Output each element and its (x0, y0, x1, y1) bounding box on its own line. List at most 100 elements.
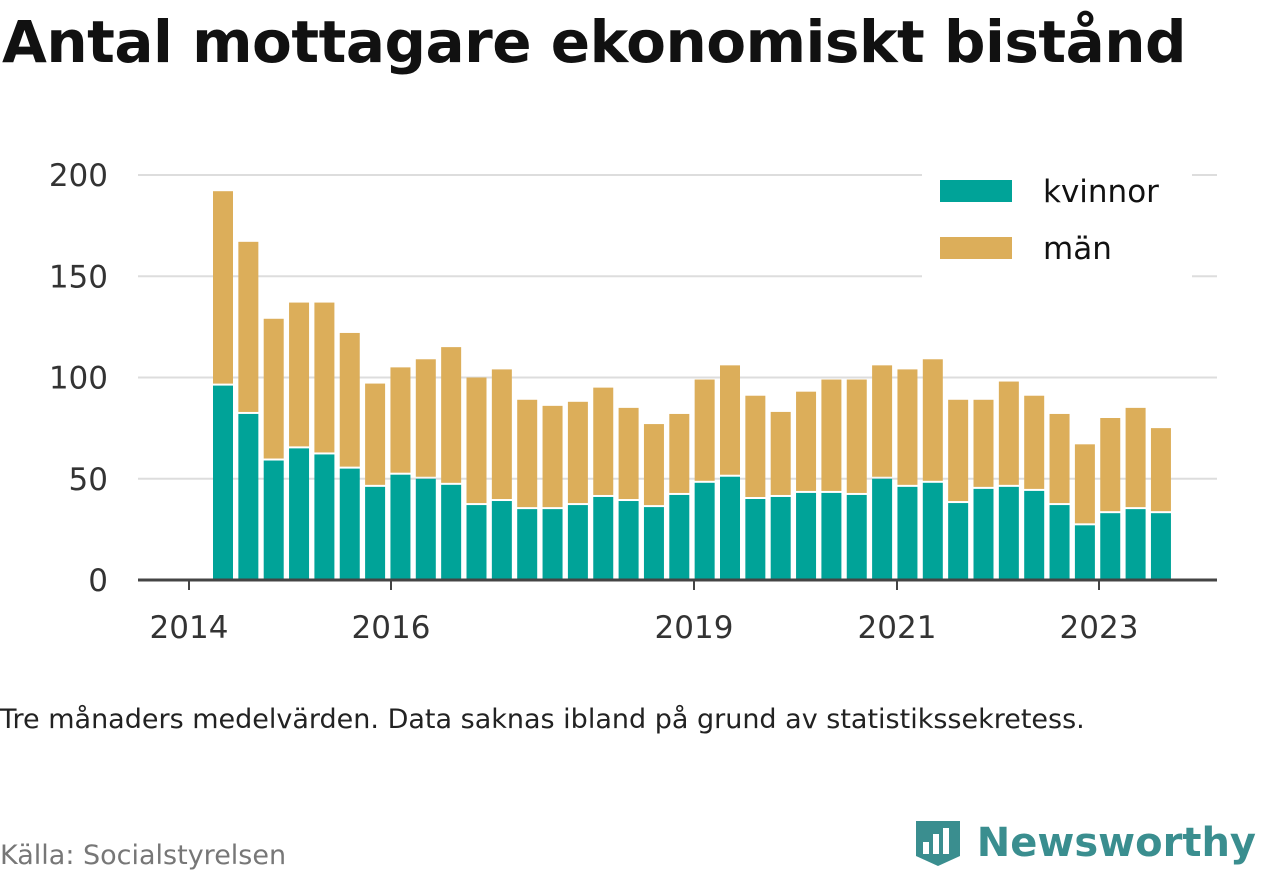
bar-man (238, 241, 259, 412)
bar-kvinnor (517, 509, 538, 580)
x-tick-label: 2019 (655, 610, 734, 646)
bar-man (567, 401, 588, 504)
bar-kvinnor (694, 482, 715, 580)
bar-man (441, 347, 462, 483)
bar-kvinnor (973, 488, 994, 580)
bar-kvinnor (872, 478, 893, 580)
bar-man (998, 381, 1019, 485)
bar-man (1024, 395, 1045, 489)
bar-man (643, 424, 664, 506)
bar-kvinnor (415, 478, 436, 580)
y-tick-label: 0 (88, 563, 108, 599)
x-tick-label: 2023 (1060, 610, 1139, 646)
bars (213, 191, 1171, 580)
chart-note: Tre månaders medelvärden. Data saknas ib… (0, 704, 1085, 735)
bar-kvinnor (897, 486, 918, 580)
bar-kvinnor (922, 482, 943, 580)
bar-kvinnor (1100, 513, 1121, 580)
bar-kvinnor (213, 385, 233, 580)
x-tick-label: 2016 (352, 610, 431, 646)
bar-kvinnor (1074, 525, 1095, 580)
bar-man (593, 387, 614, 495)
bar-kvinnor (390, 474, 411, 580)
source-credit: Källa: Socialstyrelsen (0, 840, 287, 871)
bar-man (314, 302, 335, 453)
bar-man (973, 399, 994, 487)
bar-man (289, 302, 310, 447)
bar-kvinnor (593, 496, 614, 580)
bar-man (466, 377, 487, 504)
legend-label: kvinnor (1043, 174, 1159, 210)
bar-kvinnor (998, 486, 1019, 580)
brand-logo: Newsworthy (913, 818, 1256, 868)
bar-kvinnor (365, 486, 386, 580)
bar-kvinnor (441, 484, 462, 580)
legend-swatch (940, 180, 1012, 202)
bar-kvinnor (1024, 490, 1045, 580)
bar-kvinnor (263, 460, 284, 580)
legend-label: män (1043, 231, 1112, 267)
y-tick-label: 200 (49, 158, 108, 194)
bar-man (872, 365, 893, 477)
bar-man (1049, 413, 1070, 504)
legend-swatch (940, 237, 1012, 259)
bar-man (821, 379, 842, 491)
bar-man (390, 367, 411, 473)
bar-man (491, 369, 512, 500)
bar-man (365, 383, 386, 485)
newsworthy-logo-icon (915, 821, 960, 866)
bar-kvinnor (289, 448, 310, 580)
bar-kvinnor (796, 492, 817, 580)
bar-man (694, 379, 715, 481)
bar-man (542, 405, 563, 508)
x-tick-label: 2021 (858, 610, 937, 646)
bar-kvinnor (314, 454, 335, 580)
y-tick-label: 50 (69, 462, 108, 498)
y-axis: 0 50 100 150 200 (49, 158, 108, 599)
x-axis: 2014 2016 2019 2021 2023 (138, 578, 1217, 646)
bar-man (897, 369, 918, 485)
bar-man (720, 365, 740, 475)
bar-man (796, 391, 817, 491)
bar-kvinnor (238, 413, 259, 580)
bar-kvinnor (770, 496, 791, 580)
bar-kvinnor (491, 501, 512, 580)
bar-kvinnor (720, 476, 740, 580)
bar-kvinnor (948, 503, 969, 580)
bar-kvinnor (1049, 505, 1070, 580)
bar-kvinnor (542, 509, 563, 580)
bar-kvinnor (618, 501, 639, 580)
bar-man (263, 318, 284, 459)
brand-name: Newsworthy (976, 820, 1256, 866)
y-tick-label: 100 (49, 361, 108, 397)
bar-man (1125, 407, 1146, 508)
bar-man (1074, 444, 1095, 524)
bar-man (770, 411, 791, 495)
bar-kvinnor (821, 492, 842, 580)
bar-kvinnor (846, 494, 867, 580)
bar-man (1150, 428, 1171, 512)
legend: kvinnor män (922, 170, 1192, 280)
bar-man (415, 359, 436, 477)
bar-man (745, 395, 766, 497)
bar-man (1100, 418, 1121, 512)
bar-man (948, 399, 969, 502)
bar-kvinnor (466, 505, 487, 580)
bar-man (846, 379, 867, 493)
x-tick-label: 2014 (150, 610, 229, 646)
bar-kvinnor (339, 468, 360, 580)
bar-kvinnor (669, 494, 690, 580)
bar-man (213, 191, 233, 384)
bar-kvinnor (1125, 509, 1146, 580)
bar-kvinnor (567, 505, 588, 580)
bar-kvinnor (643, 507, 664, 580)
bar-kvinnor (745, 499, 766, 580)
chart-title: Antal mottagare ekonomiskt bistånd (2, 8, 1187, 76)
bar-kvinnor (1150, 513, 1171, 580)
bar-man (339, 332, 360, 467)
bar-man (517, 399, 538, 508)
y-tick-label: 150 (49, 259, 108, 295)
bar-chart: 2014 2016 2019 2021 2023 0 50 100 150 200 kvinno… (49, 158, 1217, 646)
bar-man (922, 359, 943, 481)
bar-man (669, 413, 690, 493)
